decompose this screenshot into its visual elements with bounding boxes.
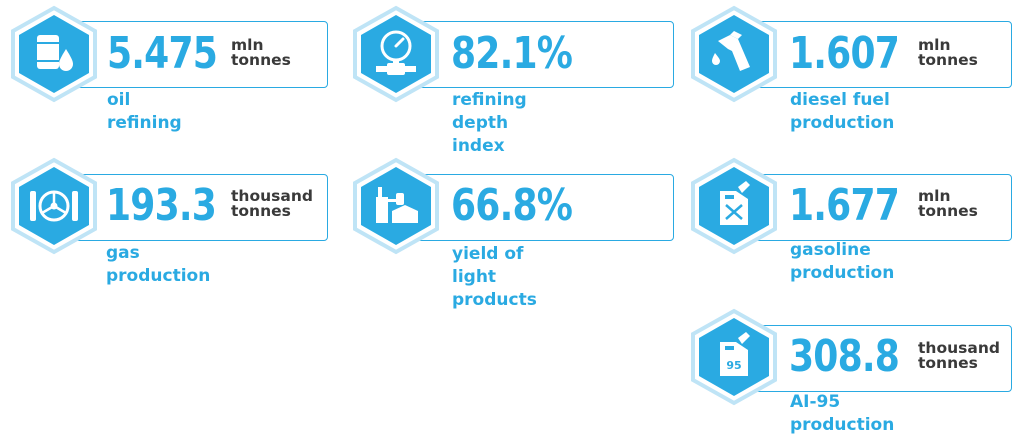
stat-box xyxy=(60,21,328,88)
stat-label: gas production xyxy=(106,243,211,286)
stat-box xyxy=(744,21,1012,88)
stat-value: 1.677 xyxy=(789,180,900,231)
icon-badge-text: 95 xyxy=(726,359,741,372)
stat-label: gasoline production xyxy=(790,240,895,283)
jerrycan-icon xyxy=(690,157,778,255)
stat-unit: mln tonnes xyxy=(918,36,978,69)
jerrycan-95-icon: 95 xyxy=(690,308,778,406)
stat-value: 193.3 xyxy=(106,180,217,231)
stat-box xyxy=(406,21,674,88)
fuel-nozzle-icon xyxy=(690,5,778,103)
stat-box xyxy=(744,325,1012,392)
refinery-tanks-icon xyxy=(352,157,440,255)
stat-label: AI-95 production xyxy=(790,392,895,435)
stat-label: refining depth index xyxy=(452,90,527,156)
stat-label: diesel fuel production xyxy=(790,90,895,133)
stat-value: 82.1% xyxy=(451,28,573,79)
stat-value: 66.8% xyxy=(451,180,573,231)
stat-box xyxy=(406,174,674,241)
valve-wheel-icon xyxy=(10,157,98,255)
stat-unit: mln tonnes xyxy=(231,36,291,69)
stat-label: yield of light products xyxy=(452,244,537,310)
pressure-gauge-icon xyxy=(352,5,440,103)
stat-value: 1.607 xyxy=(789,28,900,79)
stat-box xyxy=(60,174,328,241)
stat-unit: thousand tonnes xyxy=(918,339,1000,372)
stat-unit: thousand tonnes xyxy=(231,187,313,220)
stat-unit: mln tonnes xyxy=(918,187,978,220)
stat-value: 5.475 xyxy=(107,28,218,79)
oil-barrel-icon xyxy=(10,5,98,103)
stat-label: oil refining xyxy=(107,90,182,133)
stat-value: 308.8 xyxy=(789,331,900,382)
